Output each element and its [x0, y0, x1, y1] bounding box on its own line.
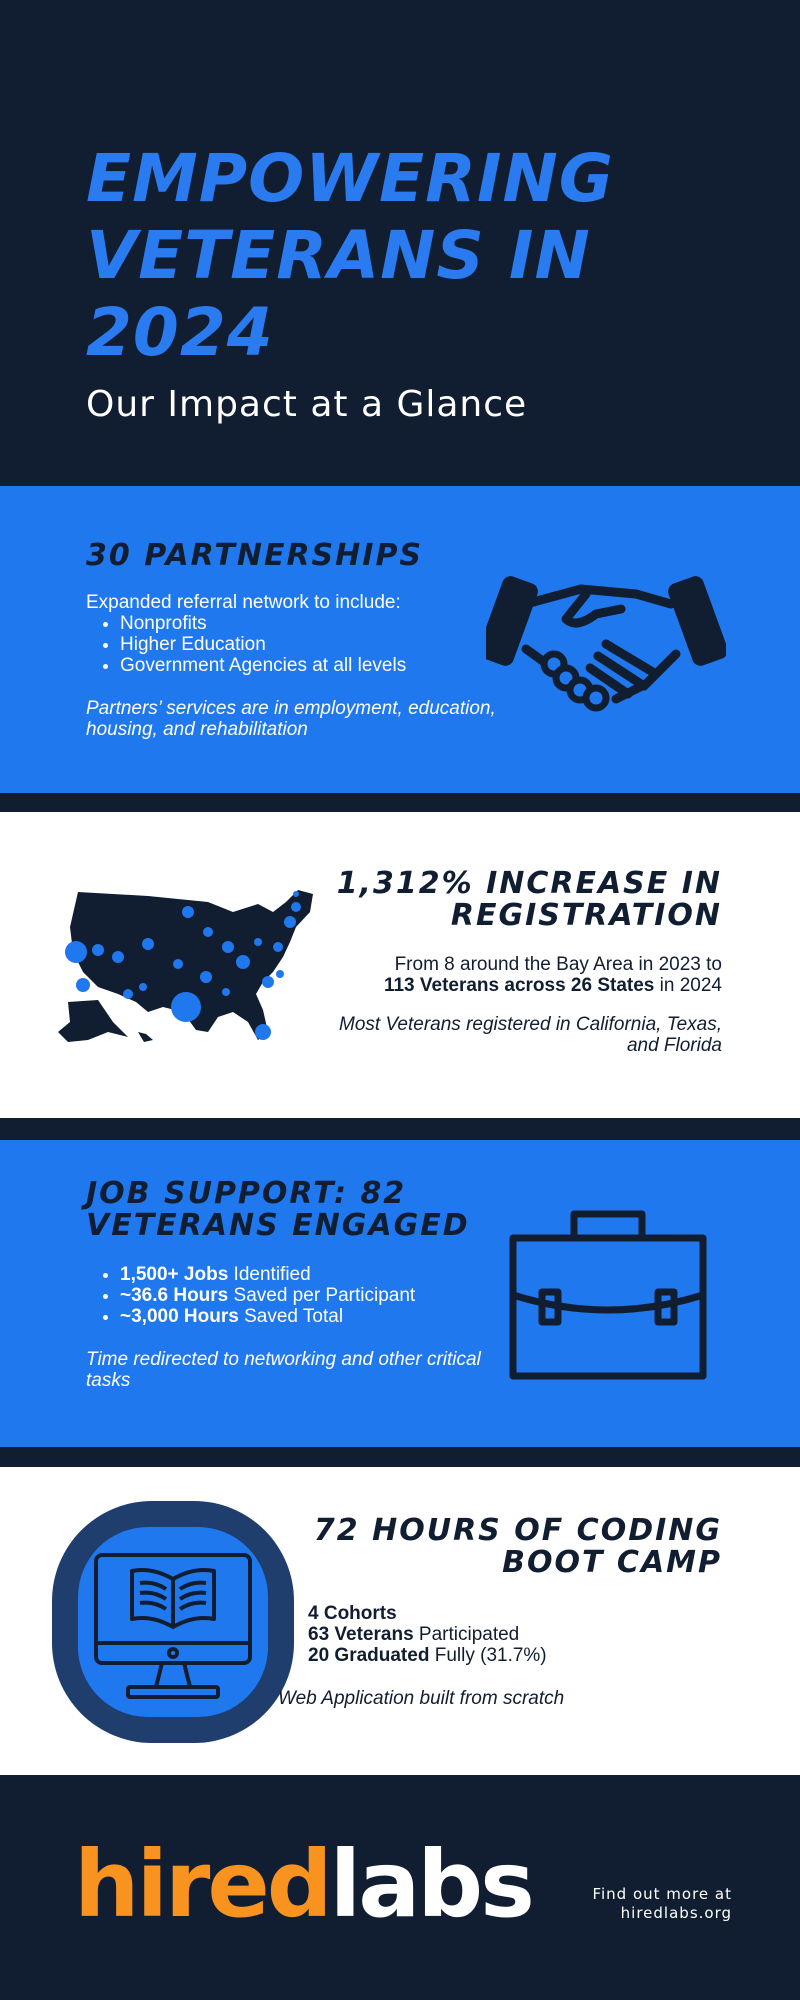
stat-rest: Saved per Participant [228, 1285, 416, 1306]
stat-bold: 1,500+ Jobs [120, 1264, 229, 1285]
list-item: 1,500+ Jobs Identified [120, 1264, 526, 1285]
partnerships-note: Partners’ services are in employment, ed… [86, 698, 496, 740]
find-out-more-label: Find out more at [592, 1885, 732, 1903]
list-item: ~3,000 Hours Saved Total [120, 1306, 526, 1327]
stat-bold: 4 Cohorts [308, 1603, 397, 1624]
job-support-list: 1,500+ Jobs Identified ~36.6 Hours Saved… [86, 1264, 526, 1327]
list-item: Higher Education [120, 634, 516, 655]
stat-rest: Saved Total [238, 1306, 344, 1327]
registration-highlight: 113 Veterans across 26 States [383, 975, 655, 996]
stat-bold: ~36.6 Hours [120, 1285, 229, 1306]
job-support-title: JOB SUPPORT: 82 VETERANS ENGAGED [86, 1176, 470, 1243]
logo-part-labs: labs [329, 1831, 535, 1938]
list-item: 4 Cohorts [308, 1603, 722, 1624]
stat-rest: Participated [413, 1624, 520, 1645]
registration-section: 1,312% INCREASE IN REGISTRATION From 8 a… [0, 812, 800, 1118]
list-item: Nonprofits [120, 613, 516, 634]
job-support-note: Time redirected to networking and other … [86, 1349, 481, 1391]
partnerships-title: 30 PARTNERSHIPS [86, 538, 424, 573]
registration-note: Most Veterans registered in California, … [339, 1014, 722, 1056]
page-title: EMPOWERING VETERANS IN 2024 [86, 140, 614, 371]
hero-section: EMPOWERING VETERANS IN 2024 Our Impact a… [0, 0, 800, 486]
us-map-icon [58, 882, 348, 1062]
computer-book-icon [52, 1501, 294, 1743]
find-out-more: Find out more at hiredlabs.org [592, 1885, 732, 1923]
registration-line1: From 8 around the Bay Area in 2023 to [394, 954, 722, 975]
registration-title: 1,312% INCREASE IN REGISTRATION [336, 866, 722, 933]
stat-bold: 20 Graduated [308, 1645, 430, 1666]
page-subtitle: Our Impact at a Glance [86, 384, 528, 425]
bootcamp-stats: 4 Cohorts 63 Veterans Participated 20 Gr… [252, 1603, 722, 1666]
list-item: ~36.6 Hours Saved per Participant [120, 1285, 526, 1306]
list-item: 20 Graduated Fully (31.7%) [308, 1645, 722, 1666]
bootcamp-section: 72 HOURS OF CODING BOOT CAMP 4 Cohorts 6… [0, 1467, 800, 1775]
website-link[interactable]: hiredlabs.org [620, 1904, 732, 1922]
stat-bold: ~3,000 Hours [120, 1306, 239, 1327]
list-item: Government Agencies at all levels [120, 655, 516, 676]
footer: hiredlabs Find out more at hiredlabs.org [0, 1775, 800, 2000]
registration-line2-rest: in 2024 [654, 975, 722, 996]
job-support-section: JOB SUPPORT: 82 VETERANS ENGAGED 1,500+ … [0, 1140, 800, 1447]
registration-line2: 113 Veterans across 26 States in 2024 [322, 975, 722, 996]
hiredlabs-logo[interactable]: hiredlabs [74, 1835, 535, 1935]
partnerships-intro: Expanded referral network to include: [86, 592, 401, 613]
bootcamp-note: Web Application built from scratch [278, 1688, 565, 1709]
stat-rest: Identified [228, 1264, 311, 1285]
handshake-icon [486, 564, 726, 714]
partnerships-section: 30 PARTNERSHIPS Expanded referral networ… [0, 486, 800, 793]
partnerships-list: Nonprofits Higher Education Government A… [86, 613, 516, 676]
stat-rest: Fully (31.7%) [429, 1645, 547, 1666]
briefcase-icon [508, 1210, 708, 1380]
stat-bold: 63 Veterans [308, 1624, 414, 1645]
list-item: 63 Veterans Participated [308, 1624, 722, 1645]
bootcamp-title: 72 HOURS OF CODING BOOT CAMP [313, 1513, 722, 1580]
logo-part-hired: hired [74, 1831, 333, 1938]
